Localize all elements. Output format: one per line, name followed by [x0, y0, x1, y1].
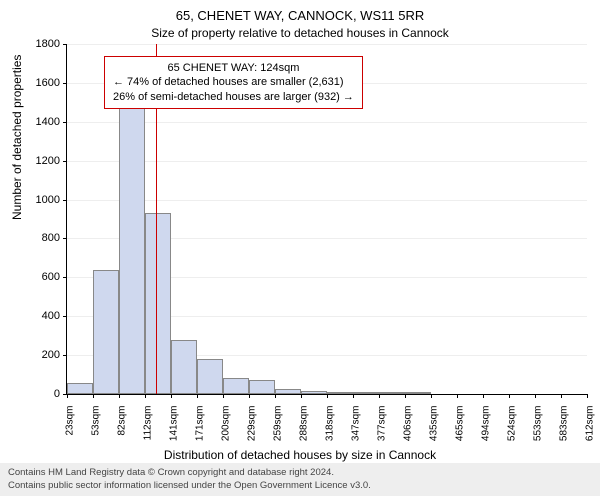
xtick-mark — [197, 394, 198, 398]
xtick-mark — [223, 394, 224, 398]
xtick-mark — [301, 394, 302, 398]
xtick-mark — [119, 394, 120, 398]
xtick-mark — [483, 394, 484, 398]
xtick-mark — [327, 394, 328, 398]
histogram-bar — [353, 392, 379, 394]
histogram-bar — [145, 213, 171, 394]
xtick-label: 53sqm — [91, 406, 102, 450]
annotation-box: 65 CHENET WAY: 124sqm← 74% of detached h… — [104, 56, 363, 109]
histogram-bar — [379, 392, 405, 394]
gridline — [67, 122, 587, 123]
ytick-label: 1200 — [20, 155, 60, 167]
ytick-label: 1600 — [20, 77, 60, 89]
ytick-label: 400 — [20, 310, 60, 322]
gridline — [67, 161, 587, 162]
histogram-bar — [171, 340, 197, 394]
ytick-label: 800 — [20, 232, 60, 244]
xtick-mark — [353, 394, 354, 398]
xtick-label: 288sqm — [299, 406, 310, 450]
xtick-label: 141sqm — [169, 406, 180, 450]
xtick-label: 583sqm — [559, 406, 570, 450]
histogram-bar — [67, 383, 93, 394]
footer-attribution: Contains HM Land Registry data © Crown c… — [0, 463, 600, 496]
xtick-mark — [145, 394, 146, 398]
xtick-mark — [67, 394, 68, 398]
xtick-label: 200sqm — [221, 406, 232, 450]
xtick-label: 612sqm — [585, 406, 596, 450]
xtick-label: 494sqm — [481, 406, 492, 450]
xtick-mark — [561, 394, 562, 398]
footer-line-1: Contains HM Land Registry data © Crown c… — [8, 467, 592, 479]
ytick-mark — [63, 200, 67, 201]
annotation-line: 26% of semi-detached houses are larger (… — [113, 90, 354, 104]
xtick-label: 435sqm — [429, 406, 440, 450]
xtick-label: 23sqm — [65, 406, 76, 450]
xtick-label: 553sqm — [533, 406, 544, 450]
ytick-label: 200 — [20, 349, 60, 361]
ytick-mark — [63, 355, 67, 356]
xtick-label: 377sqm — [377, 406, 388, 450]
histogram-bar — [249, 380, 275, 394]
ytick-label: 1800 — [20, 38, 60, 50]
xtick-label: 229sqm — [247, 406, 258, 450]
histogram-bar — [197, 359, 223, 394]
histogram-bar — [301, 391, 327, 394]
xtick-label: 347sqm — [351, 406, 362, 450]
ytick-mark — [63, 238, 67, 239]
xtick-mark — [431, 394, 432, 398]
histogram-bar — [327, 392, 353, 394]
histogram-bar — [275, 389, 301, 394]
ytick-mark — [63, 83, 67, 84]
xtick-mark — [171, 394, 172, 398]
xtick-label: 112sqm — [143, 406, 154, 450]
histogram-bar — [223, 378, 249, 394]
title-main: 65, CHENET WAY, CANNOCK, WS11 5RR — [0, 8, 600, 23]
ytick-label: 1400 — [20, 116, 60, 128]
xtick-mark — [93, 394, 94, 398]
xtick-label: 259sqm — [273, 406, 284, 450]
ytick-label: 0 — [20, 388, 60, 400]
ytick-mark — [63, 122, 67, 123]
annotation-line: ← 74% of detached houses are smaller (2,… — [113, 75, 354, 89]
xtick-label: 406sqm — [403, 406, 414, 450]
xtick-label: 318sqm — [325, 406, 336, 450]
xtick-mark — [249, 394, 250, 398]
gridline — [67, 200, 587, 201]
xtick-label: 82sqm — [117, 406, 128, 450]
histogram-bar — [119, 108, 145, 394]
histogram-bar — [93, 270, 119, 394]
footer-line-2: Contains public sector information licen… — [8, 480, 592, 492]
title-sub: Size of property relative to detached ho… — [0, 26, 600, 40]
xtick-mark — [457, 394, 458, 398]
ytick-label: 600 — [20, 271, 60, 283]
xtick-mark — [509, 394, 510, 398]
ytick-mark — [63, 161, 67, 162]
ytick-label: 1000 — [20, 194, 60, 206]
annotation-line: 65 CHENET WAY: 124sqm — [113, 61, 354, 75]
ytick-mark — [63, 316, 67, 317]
xtick-mark — [535, 394, 536, 398]
chart-container: 65, CHENET WAY, CANNOCK, WS11 5RR Size o… — [0, 0, 600, 500]
histogram-bar — [405, 392, 431, 394]
xtick-label: 171sqm — [195, 406, 206, 450]
xtick-label: 465sqm — [455, 406, 466, 450]
xtick-label: 524sqm — [507, 406, 518, 450]
xtick-mark — [275, 394, 276, 398]
ytick-mark — [63, 277, 67, 278]
x-axis-label: Distribution of detached houses by size … — [0, 448, 600, 462]
xtick-mark — [405, 394, 406, 398]
xtick-mark — [379, 394, 380, 398]
ytick-mark — [63, 44, 67, 45]
xtick-mark — [587, 394, 588, 398]
gridline — [67, 44, 587, 45]
